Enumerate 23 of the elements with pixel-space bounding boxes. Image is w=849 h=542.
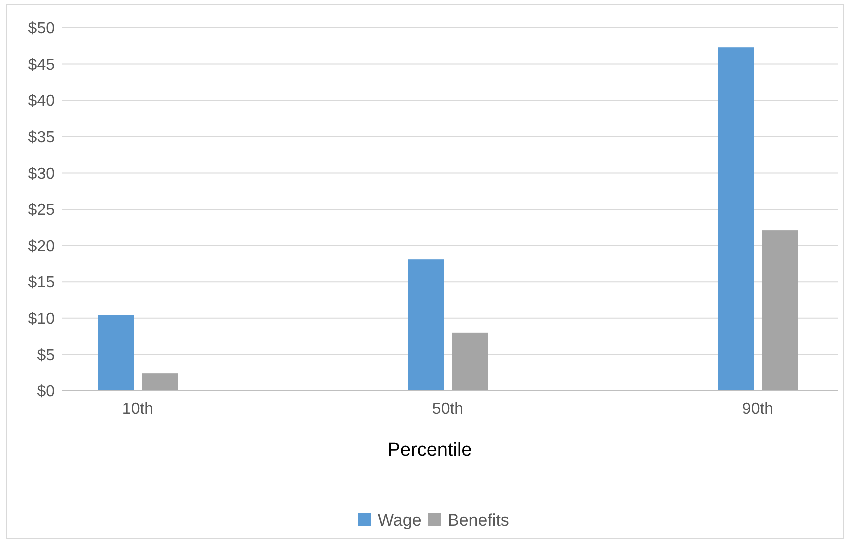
y-tick-label: $45: [28, 56, 56, 74]
y-tick-label: $0: [37, 384, 56, 401]
y-tick-label: $50: [28, 20, 56, 38]
bar: [762, 230, 798, 391]
x-tick-label: 90th: [742, 401, 774, 418]
y-tick-label: $20: [28, 238, 56, 256]
x-axis-title: Percentile: [388, 440, 472, 461]
y-tick-label: $35: [28, 130, 56, 146]
x-tick-label: 50th: [432, 401, 464, 418]
y-tick-label: $15: [28, 274, 56, 292]
bar: [408, 260, 444, 391]
y-tick-label: $5: [37, 347, 56, 364]
bar: [452, 332, 488, 391]
bar: [142, 374, 178, 391]
legend-label: Wage: [378, 511, 422, 530]
legend-label: Benefits: [448, 511, 510, 530]
bar: [718, 48, 754, 391]
y-tick-label: $25: [28, 202, 56, 220]
bar: [98, 315, 134, 391]
x-tick-label: 10th: [122, 401, 154, 418]
y-tick-label: $40: [28, 93, 56, 110]
y-tick-label: $30: [28, 166, 56, 183]
y-tick-label: $10: [28, 311, 56, 328]
